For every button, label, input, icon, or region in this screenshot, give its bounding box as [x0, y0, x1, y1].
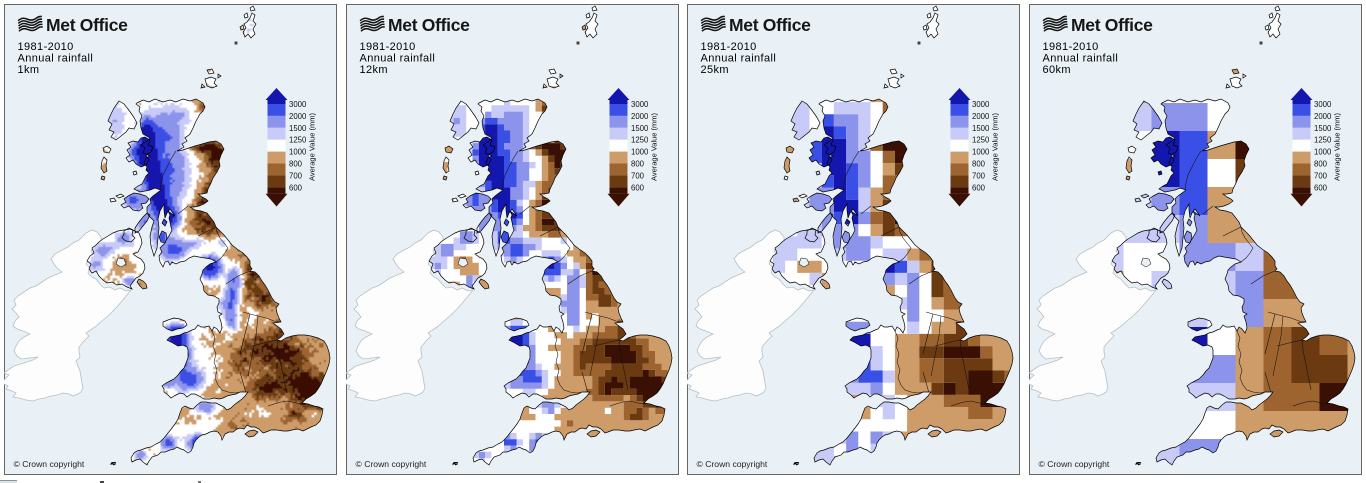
svg-text:© Crown copyright: © Crown copyright: [697, 459, 768, 469]
svg-text:Annual rainfall: Annual rainfall: [701, 53, 777, 65]
svg-text:© Crown copyright: © Crown copyright: [1038, 459, 1109, 469]
svg-text:25km: 25km: [701, 64, 730, 76]
svg-text:2000: 2000: [289, 112, 307, 121]
svg-text:700: 700: [972, 171, 986, 180]
svg-text:1000: 1000: [631, 148, 649, 157]
svg-text:1250: 1250: [631, 136, 649, 145]
svg-text:1981-2010: 1981-2010: [701, 41, 757, 53]
svg-text:1500: 1500: [631, 124, 649, 133]
svg-text:2000: 2000: [972, 112, 990, 121]
svg-text:© Crown copyright: © Crown copyright: [14, 459, 85, 469]
svg-text:Met Office: Met Office: [729, 15, 811, 35]
svg-text:1000: 1000: [289, 148, 307, 157]
svg-text:800: 800: [972, 160, 986, 169]
svg-text:Annual rainfall: Annual rainfall: [359, 53, 435, 65]
svg-text:2000: 2000: [631, 112, 649, 121]
svg-text:Average Value (mm): Average Value (mm): [649, 112, 658, 181]
svg-text:1500: 1500: [289, 124, 307, 133]
svg-text:600: 600: [289, 183, 303, 192]
svg-text:600: 600: [1314, 183, 1328, 192]
svg-text:3000: 3000: [1314, 100, 1332, 109]
svg-text:1500: 1500: [1314, 124, 1332, 133]
svg-text:Average Value (mm): Average Value (mm): [991, 112, 1000, 181]
svg-text:2000: 2000: [1314, 112, 1332, 121]
svg-text:Annual rainfall: Annual rainfall: [1042, 53, 1118, 65]
svg-text:Average Value (mm): Average Value (mm): [1332, 112, 1341, 181]
svg-text:Met Office: Met Office: [388, 15, 470, 35]
svg-text:1km: 1km: [18, 64, 40, 76]
svg-text:1000: 1000: [1314, 148, 1332, 157]
svg-text:3000: 3000: [289, 100, 307, 109]
svg-text:1000: 1000: [972, 148, 990, 157]
svg-text:600: 600: [972, 183, 986, 192]
svg-text:700: 700: [1314, 171, 1328, 180]
svg-text:© Crown copyright: © Crown copyright: [355, 459, 426, 469]
svg-text:Average Value (mm): Average Value (mm): [308, 112, 317, 181]
svg-text:600: 600: [631, 183, 645, 192]
svg-text:1981-2010: 1981-2010: [1042, 41, 1098, 53]
svg-text:Met Office: Met Office: [46, 15, 128, 35]
svg-text:1981-2010: 1981-2010: [359, 41, 415, 53]
svg-text:12km: 12km: [359, 64, 388, 76]
svg-text:1981-2010: 1981-2010: [18, 41, 74, 53]
svg-text:800: 800: [289, 160, 303, 169]
svg-text:1250: 1250: [972, 136, 990, 145]
svg-text:1250: 1250: [1314, 136, 1332, 145]
svg-text:800: 800: [631, 160, 645, 169]
svg-text:1500: 1500: [972, 124, 990, 133]
svg-text:3000: 3000: [972, 100, 990, 109]
svg-text:1250: 1250: [289, 136, 307, 145]
svg-text:3000: 3000: [631, 100, 649, 109]
svg-text:Met Office: Met Office: [1071, 15, 1153, 35]
svg-text:700: 700: [289, 171, 303, 180]
svg-text:60km: 60km: [1042, 64, 1071, 76]
svg-text:Annual rainfall: Annual rainfall: [18, 53, 94, 65]
svg-text:800: 800: [1314, 160, 1328, 169]
svg-text:700: 700: [631, 171, 645, 180]
